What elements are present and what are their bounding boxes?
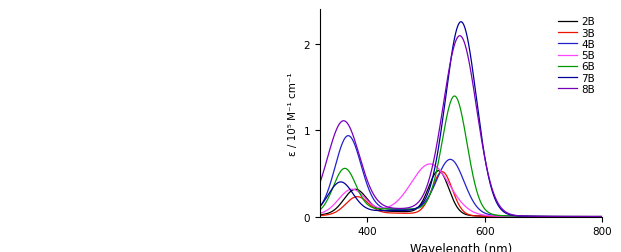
5B [596, 215, 604, 218]
4B [453, 165, 461, 168]
3B [596, 215, 604, 218]
Line: 4B: 4B [314, 136, 608, 217]
4B [596, 215, 604, 218]
7B [310, 210, 318, 213]
4B [325, 186, 333, 190]
7B [453, 27, 461, 30]
5B [325, 208, 333, 211]
4B [542, 215, 550, 218]
Legend: 2B, 3B, 4B, 5B, 6B, 7B, 8B: 2B, 3B, 4B, 5B, 6B, 7B, 8B [556, 15, 597, 97]
2B [446, 189, 453, 192]
7B [604, 215, 612, 218]
6B [542, 215, 550, 218]
3B [596, 215, 604, 218]
7B [596, 215, 604, 218]
8B [542, 215, 550, 218]
6B [596, 215, 604, 218]
5B [596, 215, 604, 218]
5B [453, 196, 461, 199]
6B [604, 215, 612, 218]
8B [310, 196, 318, 199]
8B [596, 215, 604, 218]
3B [453, 200, 461, 203]
8B [604, 215, 612, 218]
2B [310, 214, 318, 217]
Line: 5B: 5B [314, 164, 608, 217]
5B [604, 215, 612, 218]
2B [596, 215, 604, 218]
7B [596, 215, 604, 218]
3B [438, 171, 446, 174]
5B [446, 183, 453, 186]
7B [445, 70, 453, 73]
5B [310, 213, 318, 216]
8B [325, 151, 333, 154]
3B [310, 214, 318, 217]
4B [345, 135, 352, 138]
4B [310, 211, 318, 214]
Line: 8B: 8B [314, 37, 608, 217]
2B [325, 212, 333, 215]
Line: 2B: 2B [314, 171, 608, 217]
Line: 6B: 6B [314, 97, 608, 217]
2B [453, 206, 461, 209]
3B [446, 180, 453, 183]
2B [435, 170, 442, 173]
6B [453, 98, 461, 101]
3B [325, 213, 333, 216]
Line: 3B: 3B [314, 172, 608, 217]
2B [604, 215, 612, 218]
4B [604, 215, 612, 218]
2B [596, 215, 604, 218]
8B [596, 215, 604, 218]
5B [542, 215, 550, 218]
2B [542, 215, 550, 218]
7B [457, 21, 465, 24]
6B [325, 195, 333, 198]
6B [445, 105, 453, 108]
3B [542, 215, 550, 218]
Y-axis label: ε / 10⁵ M⁻¹ cm⁻¹: ε / 10⁵ M⁻¹ cm⁻¹ [288, 72, 298, 155]
4B [596, 215, 604, 218]
3B [604, 215, 612, 218]
X-axis label: Wavelength (nm): Wavelength (nm) [410, 242, 512, 252]
7B [325, 192, 333, 195]
Line: 7B: 7B [314, 23, 608, 217]
5B [426, 163, 433, 166]
8B [445, 68, 453, 71]
4B [446, 158, 453, 161]
8B [453, 38, 461, 41]
6B [310, 212, 318, 215]
6B [596, 215, 604, 218]
6B [451, 95, 458, 98]
8B [456, 35, 463, 38]
7B [542, 215, 550, 218]
